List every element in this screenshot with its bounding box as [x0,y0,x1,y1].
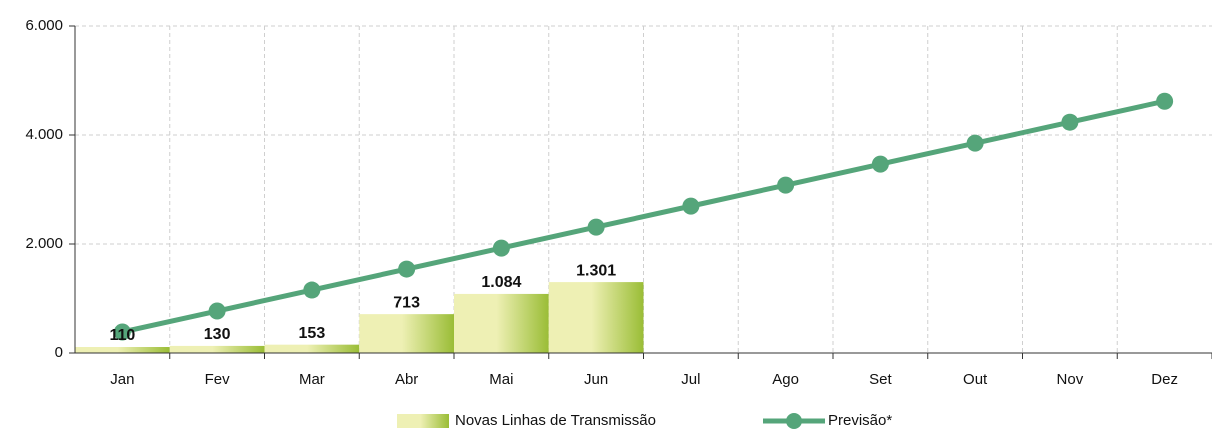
bar [264,344,360,353]
y-tick-label: 4.000 [25,126,63,143]
bar [169,345,265,353]
value-label: 713 [393,294,420,311]
line-point [208,302,226,320]
line-point [871,155,889,173]
x-tick-label: Fev [205,371,231,388]
x-tick-label: Dez [1151,371,1178,388]
x-tick-label: Abr [395,371,418,388]
line-point [492,239,510,257]
line-point [1156,92,1174,110]
value-label: 110 [109,327,135,344]
x-tick-label: Mai [489,371,513,388]
x-tick-label: Jul [681,371,700,388]
line [121,98,1166,335]
x-tick-label: Nov [1057,371,1084,388]
x-tick-label: Set [869,371,892,388]
line-point [966,134,984,152]
line-point [113,323,131,341]
line-point [682,197,700,215]
y-tick-label: 2.000 [25,235,63,252]
line-point [398,260,416,278]
x-tick-label: Jan [110,371,134,388]
x-tick-label: Out [963,371,988,388]
bar [75,347,170,353]
legend-swatch [397,414,449,428]
legend-label: Previsão* [828,412,892,429]
y-tick-label: 0 [55,344,63,361]
x-tick-label: Mar [299,371,325,388]
value-label: 1.301 [576,262,616,279]
value-label: 153 [299,325,326,342]
line-point [303,281,321,299]
line-point [1061,113,1079,131]
legend-marker [786,413,802,429]
x-tick-label: Ago [772,371,799,388]
x-tick-label: Jun [584,371,608,388]
value-label: 1.084 [481,274,521,291]
line-point [777,176,795,194]
y-tick-label: 6.000 [25,17,63,34]
value-label: 130 [204,326,231,343]
bar [359,314,454,353]
bar [548,282,644,353]
legend-label: Novas Linhas de Transmissão [455,412,656,429]
line-point [587,218,605,236]
bar [454,293,549,353]
